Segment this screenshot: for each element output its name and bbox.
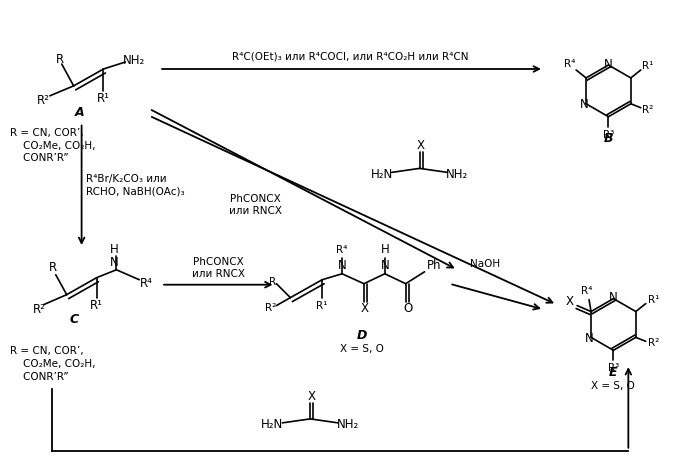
Text: N: N — [584, 332, 594, 345]
Text: H: H — [110, 243, 119, 256]
Text: N: N — [110, 256, 119, 269]
Text: N: N — [380, 259, 389, 272]
Text: R: R — [49, 261, 57, 274]
Text: R³: R³ — [603, 130, 614, 139]
Text: R²: R² — [648, 338, 659, 348]
Text: CONR’R”: CONR’R” — [10, 372, 69, 382]
Text: H₂N: H₂N — [261, 418, 284, 431]
Text: R: R — [56, 52, 64, 66]
Text: X = S, O: X = S, O — [592, 381, 636, 391]
Text: R¹: R¹ — [97, 92, 110, 105]
Text: NH₂: NH₂ — [446, 168, 468, 181]
Text: R¹: R¹ — [90, 299, 103, 312]
Text: PhCONCX
или RNCX: PhCONCX или RNCX — [193, 257, 245, 278]
Text: CO₂Me, CO₂H,: CO₂Me, CO₂H, — [10, 140, 95, 151]
Text: R⁴: R⁴ — [564, 59, 576, 69]
Text: X: X — [307, 389, 315, 402]
Text: C: C — [69, 313, 78, 326]
Text: R = CN, COR’,: R = CN, COR’, — [10, 128, 84, 138]
Text: X: X — [416, 139, 425, 152]
Text: R¹: R¹ — [642, 61, 653, 71]
Text: CONR’R”: CONR’R” — [10, 154, 69, 163]
Text: N: N — [609, 291, 618, 304]
Text: R⁴: R⁴ — [337, 245, 348, 255]
Text: R²: R² — [36, 94, 49, 107]
Text: R⁴C(OEt)₃ или R⁴COCl, или R⁴CO₂H или R⁴CN: R⁴C(OEt)₃ или R⁴COCl, или R⁴CO₂H или R⁴C… — [232, 51, 468, 61]
Text: R⁴: R⁴ — [582, 285, 593, 296]
Text: R¹: R¹ — [316, 300, 328, 311]
Text: R²: R² — [642, 105, 653, 115]
Text: R³: R³ — [608, 363, 619, 373]
Text: H₂N: H₂N — [371, 168, 393, 181]
Text: NaOH: NaOH — [470, 259, 500, 269]
Text: CO₂Me, CO₂H,: CO₂Me, CO₂H, — [10, 359, 95, 369]
Text: R¹: R¹ — [648, 295, 659, 305]
Text: X: X — [361, 302, 369, 315]
Text: N: N — [604, 58, 612, 71]
Text: NH₂: NH₂ — [123, 53, 146, 66]
Text: X: X — [565, 295, 573, 308]
Text: R²: R² — [265, 302, 276, 313]
Text: E: E — [609, 366, 617, 379]
Text: PhCONCX
или RNCX: PhCONCX или RNCX — [229, 194, 282, 216]
Text: R²: R² — [32, 303, 46, 316]
Text: R = CN, COR’,: R = CN, COR’, — [10, 346, 84, 356]
Text: X = S, O: X = S, O — [340, 344, 384, 354]
Text: R⁴: R⁴ — [140, 277, 153, 290]
Text: N: N — [337, 259, 346, 272]
Text: H: H — [380, 243, 389, 256]
Text: B: B — [603, 132, 613, 145]
Text: R⁴Br/K₂CO₃ или
RCHO, NaBH(OAc)₃: R⁴Br/K₂CO₃ или RCHO, NaBH(OAc)₃ — [85, 175, 184, 196]
Text: O: O — [403, 302, 412, 315]
Text: Ph: Ph — [427, 259, 442, 272]
Text: N: N — [580, 98, 589, 111]
Text: R: R — [269, 277, 276, 287]
Text: D: D — [357, 329, 367, 342]
Text: NH₂: NH₂ — [337, 418, 359, 431]
Text: A: A — [75, 106, 85, 119]
